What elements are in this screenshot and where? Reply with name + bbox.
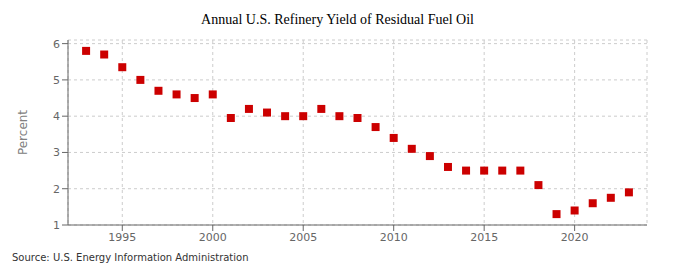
svg-text:3: 3 xyxy=(53,146,60,159)
svg-text:1: 1 xyxy=(53,219,60,232)
svg-text:2015: 2015 xyxy=(470,231,498,244)
svg-text:2010: 2010 xyxy=(380,231,408,244)
svg-text:2000: 2000 xyxy=(199,231,227,244)
svg-text:6: 6 xyxy=(53,38,60,51)
svg-text:2020: 2020 xyxy=(561,231,589,244)
html-text:Source: U.S. Energy Informatio: Source: U.S. Energy Information Administ… xyxy=(12,252,249,263)
svg-text:4: 4 xyxy=(53,110,60,123)
svg-text:2: 2 xyxy=(53,183,60,196)
html-text:Annual U.S. Refinery Yield of: Annual U.S. Refinery Yield of Residual F… xyxy=(201,12,474,27)
svg-text:1995: 1995 xyxy=(108,231,136,244)
svg-text:2005: 2005 xyxy=(289,231,317,244)
svg-text:5: 5 xyxy=(53,74,60,87)
svg-text:Percent: Percent xyxy=(16,110,30,155)
